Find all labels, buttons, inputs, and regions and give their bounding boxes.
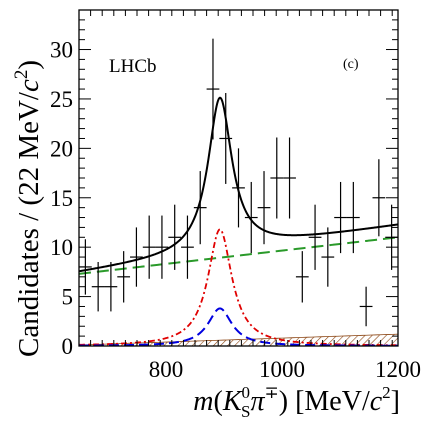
data-point: [334, 181, 347, 254]
data-point: [232, 148, 245, 228]
data-point: [219, 93, 233, 184]
data-points: [79, 38, 398, 327]
data-point: [270, 137, 284, 219]
data-point: [193, 171, 207, 245]
y-tick-label: 30: [50, 38, 73, 63]
panel-label: (c): [343, 57, 359, 72]
y-tick-label: 20: [50, 136, 73, 161]
data-point: [155, 215, 169, 279]
data-point: [283, 137, 296, 219]
x-tick-label: 1000: [259, 357, 305, 382]
data-point: [308, 204, 322, 270]
data-point: [359, 286, 373, 327]
data-point: [142, 215, 156, 279]
data-point: [321, 227, 335, 287]
data-point: [181, 215, 194, 279]
y-axis-label: Candidates / (22 MeV/c2): [11, 60, 45, 357]
y-tick-label: 15: [50, 186, 73, 211]
y-tick-label: 5: [62, 285, 74, 310]
y-tick-label: 10: [50, 235, 73, 260]
data-point: [117, 251, 131, 303]
data-point: [257, 171, 271, 245]
data-point: [346, 181, 360, 254]
data-point: [372, 159, 386, 237]
axis-ticks: [78, 9, 398, 347]
y-tick-label: 0: [62, 334, 74, 359]
x-axis-label: m(K0 Sπ∓) [MeV/c2]: [193, 383, 400, 421]
x-tick-label: 800: [149, 357, 184, 382]
data-point: [104, 262, 118, 312]
data-point: [130, 227, 143, 287]
data-point: [244, 181, 258, 254]
data-point: [295, 251, 309, 303]
data-point: [206, 38, 220, 140]
y-tick-label: 25: [50, 87, 73, 112]
signal-curve-dashdot-red: [79, 228, 398, 346]
x-tick-label: 1200: [375, 357, 421, 382]
data-point: [168, 204, 182, 270]
background-curve-dashed-green: [79, 236, 398, 275]
experiment-label: LHCb: [109, 56, 157, 77]
data-point: [91, 262, 105, 312]
